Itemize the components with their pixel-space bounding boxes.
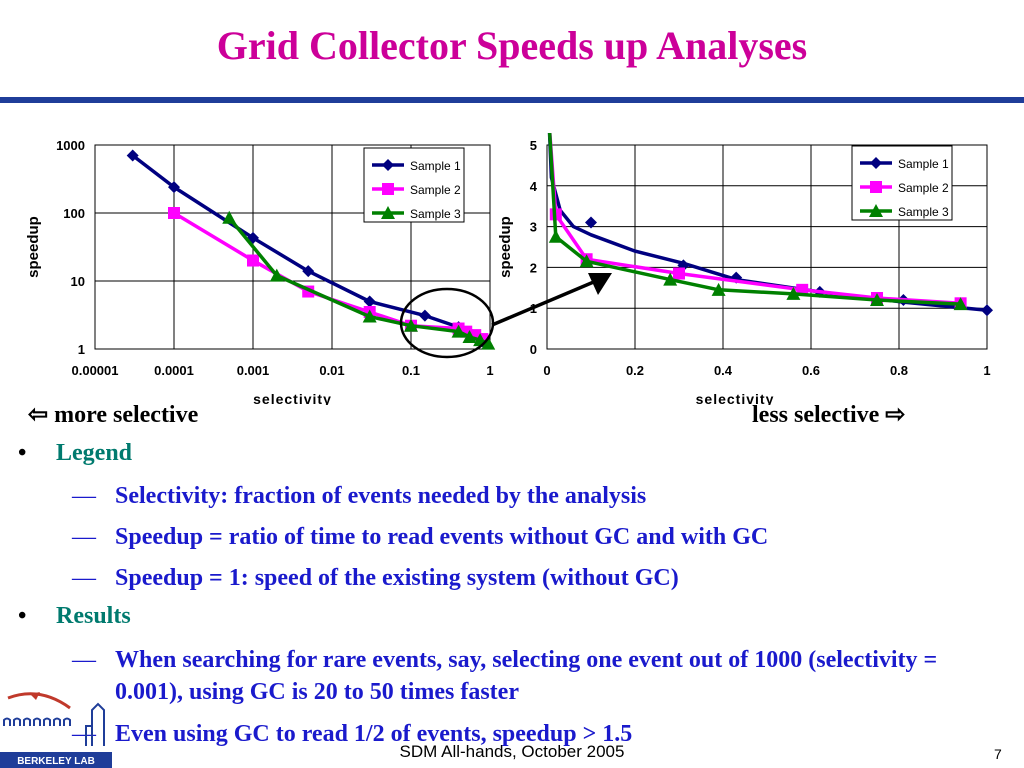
- more-selective-label: ⇦ more selective: [28, 402, 199, 428]
- page-number: 7: [994, 746, 1002, 762]
- logo-text: BERKELEY LAB: [17, 756, 95, 767]
- x-tick-label: 0.1: [402, 363, 420, 378]
- x-tick-label: 0.8: [890, 363, 908, 378]
- legend-marker: [381, 206, 395, 219]
- less-selective-label: less selective ⇨: [752, 402, 906, 428]
- x-tick-label: 0.0001: [154, 363, 194, 378]
- data-point: [168, 181, 180, 194]
- data-point: [673, 267, 685, 280]
- y-axis-label: speedup: [25, 216, 42, 278]
- y-tick-label: 100: [63, 206, 85, 221]
- data-point: [168, 207, 180, 219]
- data-point: [418, 309, 431, 322]
- bullet-half-events: — Even using GC to read 1/2 of events, sp…: [72, 721, 633, 747]
- y-tick-label: 10: [71, 274, 85, 289]
- legend-entry: Sample 1: [898, 157, 949, 171]
- legend-entry: Sample 2: [410, 183, 461, 197]
- data-point: [663, 272, 678, 286]
- arrow-shaft: [491, 279, 597, 327]
- legend-box: [851, 145, 953, 221]
- data-point: [548, 229, 563, 243]
- y-tick-label: 4: [530, 179, 538, 194]
- legend-marker: [870, 181, 882, 193]
- legend-entry: Sample 3: [410, 207, 461, 221]
- log-log-chart: 0.00001 0.0001 0.001 0.01 0.1 1 1 10 100 1000 sele…: [25, 138, 496, 405]
- page-title: Grid Collector Speeds up Analyses: [216, 23, 808, 68]
- legend-entry: Sample 1: [410, 159, 461, 173]
- data-point: [786, 286, 801, 300]
- x-tick-label: 0.2: [626, 363, 644, 378]
- x-tick-label: 0.6: [802, 363, 820, 378]
- data-point: [302, 265, 315, 278]
- charts-canvas: 0.00001 0.0001 0.001 0.01 0.1 11101001000sele…: [25, 133, 993, 405]
- plot-frame: [546, 144, 988, 350]
- x-tick-label: 0.00001: [72, 363, 119, 378]
- y-tick-label: 1: [78, 342, 85, 357]
- title-rule: [0, 97, 1024, 103]
- arrow-head: [588, 273, 612, 295]
- linear-chart: 00.20.40.60.81012345selectivityspeedupSa…: [497, 133, 993, 405]
- legend-box: [363, 147, 465, 223]
- x-axis-label: selectivity: [253, 391, 332, 405]
- plot-area: [126, 149, 496, 350]
- zoom-annotation: [399, 273, 612, 359]
- plot-area: [547, 133, 993, 317]
- data-point: [362, 309, 377, 323]
- bullet-results: • Results: [18, 603, 131, 629]
- legend-marker: [382, 183, 394, 195]
- berkeley-lab-logo: BERKELEY LAB: [0, 692, 112, 768]
- data-point: [462, 330, 477, 344]
- legend-marker: [870, 157, 882, 169]
- bullet-legend: • Legend: [18, 440, 133, 466]
- bullet-selectivity: — Selectivity: fraction of events needed …: [72, 483, 647, 509]
- legend-entry: Sample 3: [898, 205, 949, 219]
- data-point: [451, 324, 466, 338]
- bullet-speedup-ratio: — Speedup = ratio of time to read events …: [72, 524, 769, 550]
- x-tick-label: 0.4: [714, 363, 733, 378]
- data-point: [222, 210, 237, 224]
- bullet-rare-events: — When searching for rare events, say, se…: [72, 647, 938, 705]
- data-point: [126, 149, 139, 162]
- data-point: [481, 336, 496, 350]
- x-tick-label: 1: [983, 363, 990, 378]
- x-axis-label: selectivity: [696, 391, 775, 405]
- y-tick-label: 1000: [56, 138, 85, 153]
- legend-marker: [382, 159, 394, 171]
- legend-entry: Sample 2: [898, 181, 949, 195]
- data-point: [363, 295, 376, 308]
- y-tick-label: 2: [530, 260, 537, 275]
- data-point: [711, 282, 726, 296]
- x-tick-label: 0.01: [319, 363, 344, 378]
- data-point: [981, 304, 993, 317]
- x-tick-label: 0: [543, 363, 550, 378]
- y-tick-label: 5: [530, 138, 537, 153]
- x-tick-label: 1: [486, 363, 493, 378]
- legend-marker: [869, 204, 883, 217]
- data-point: [404, 318, 418, 332]
- data-point: [585, 216, 597, 229]
- y-tick-label: 3: [530, 220, 537, 235]
- bullet-speedup-one: — Speedup = 1: speed of the existing syst…: [72, 565, 679, 591]
- footer-text: SDM All-hands, October 2005: [399, 742, 625, 761]
- data-point: [579, 254, 594, 268]
- data-point: [870, 293, 884, 307]
- data-point: [269, 268, 284, 282]
- data-point: [953, 297, 968, 311]
- plot-frame: [94, 144, 491, 350]
- y-tick-label: 0: [530, 342, 537, 357]
- data-point: [247, 254, 259, 267]
- y-axis-label: speedup: [497, 216, 514, 278]
- x-tick-label: 0.001: [237, 363, 270, 378]
